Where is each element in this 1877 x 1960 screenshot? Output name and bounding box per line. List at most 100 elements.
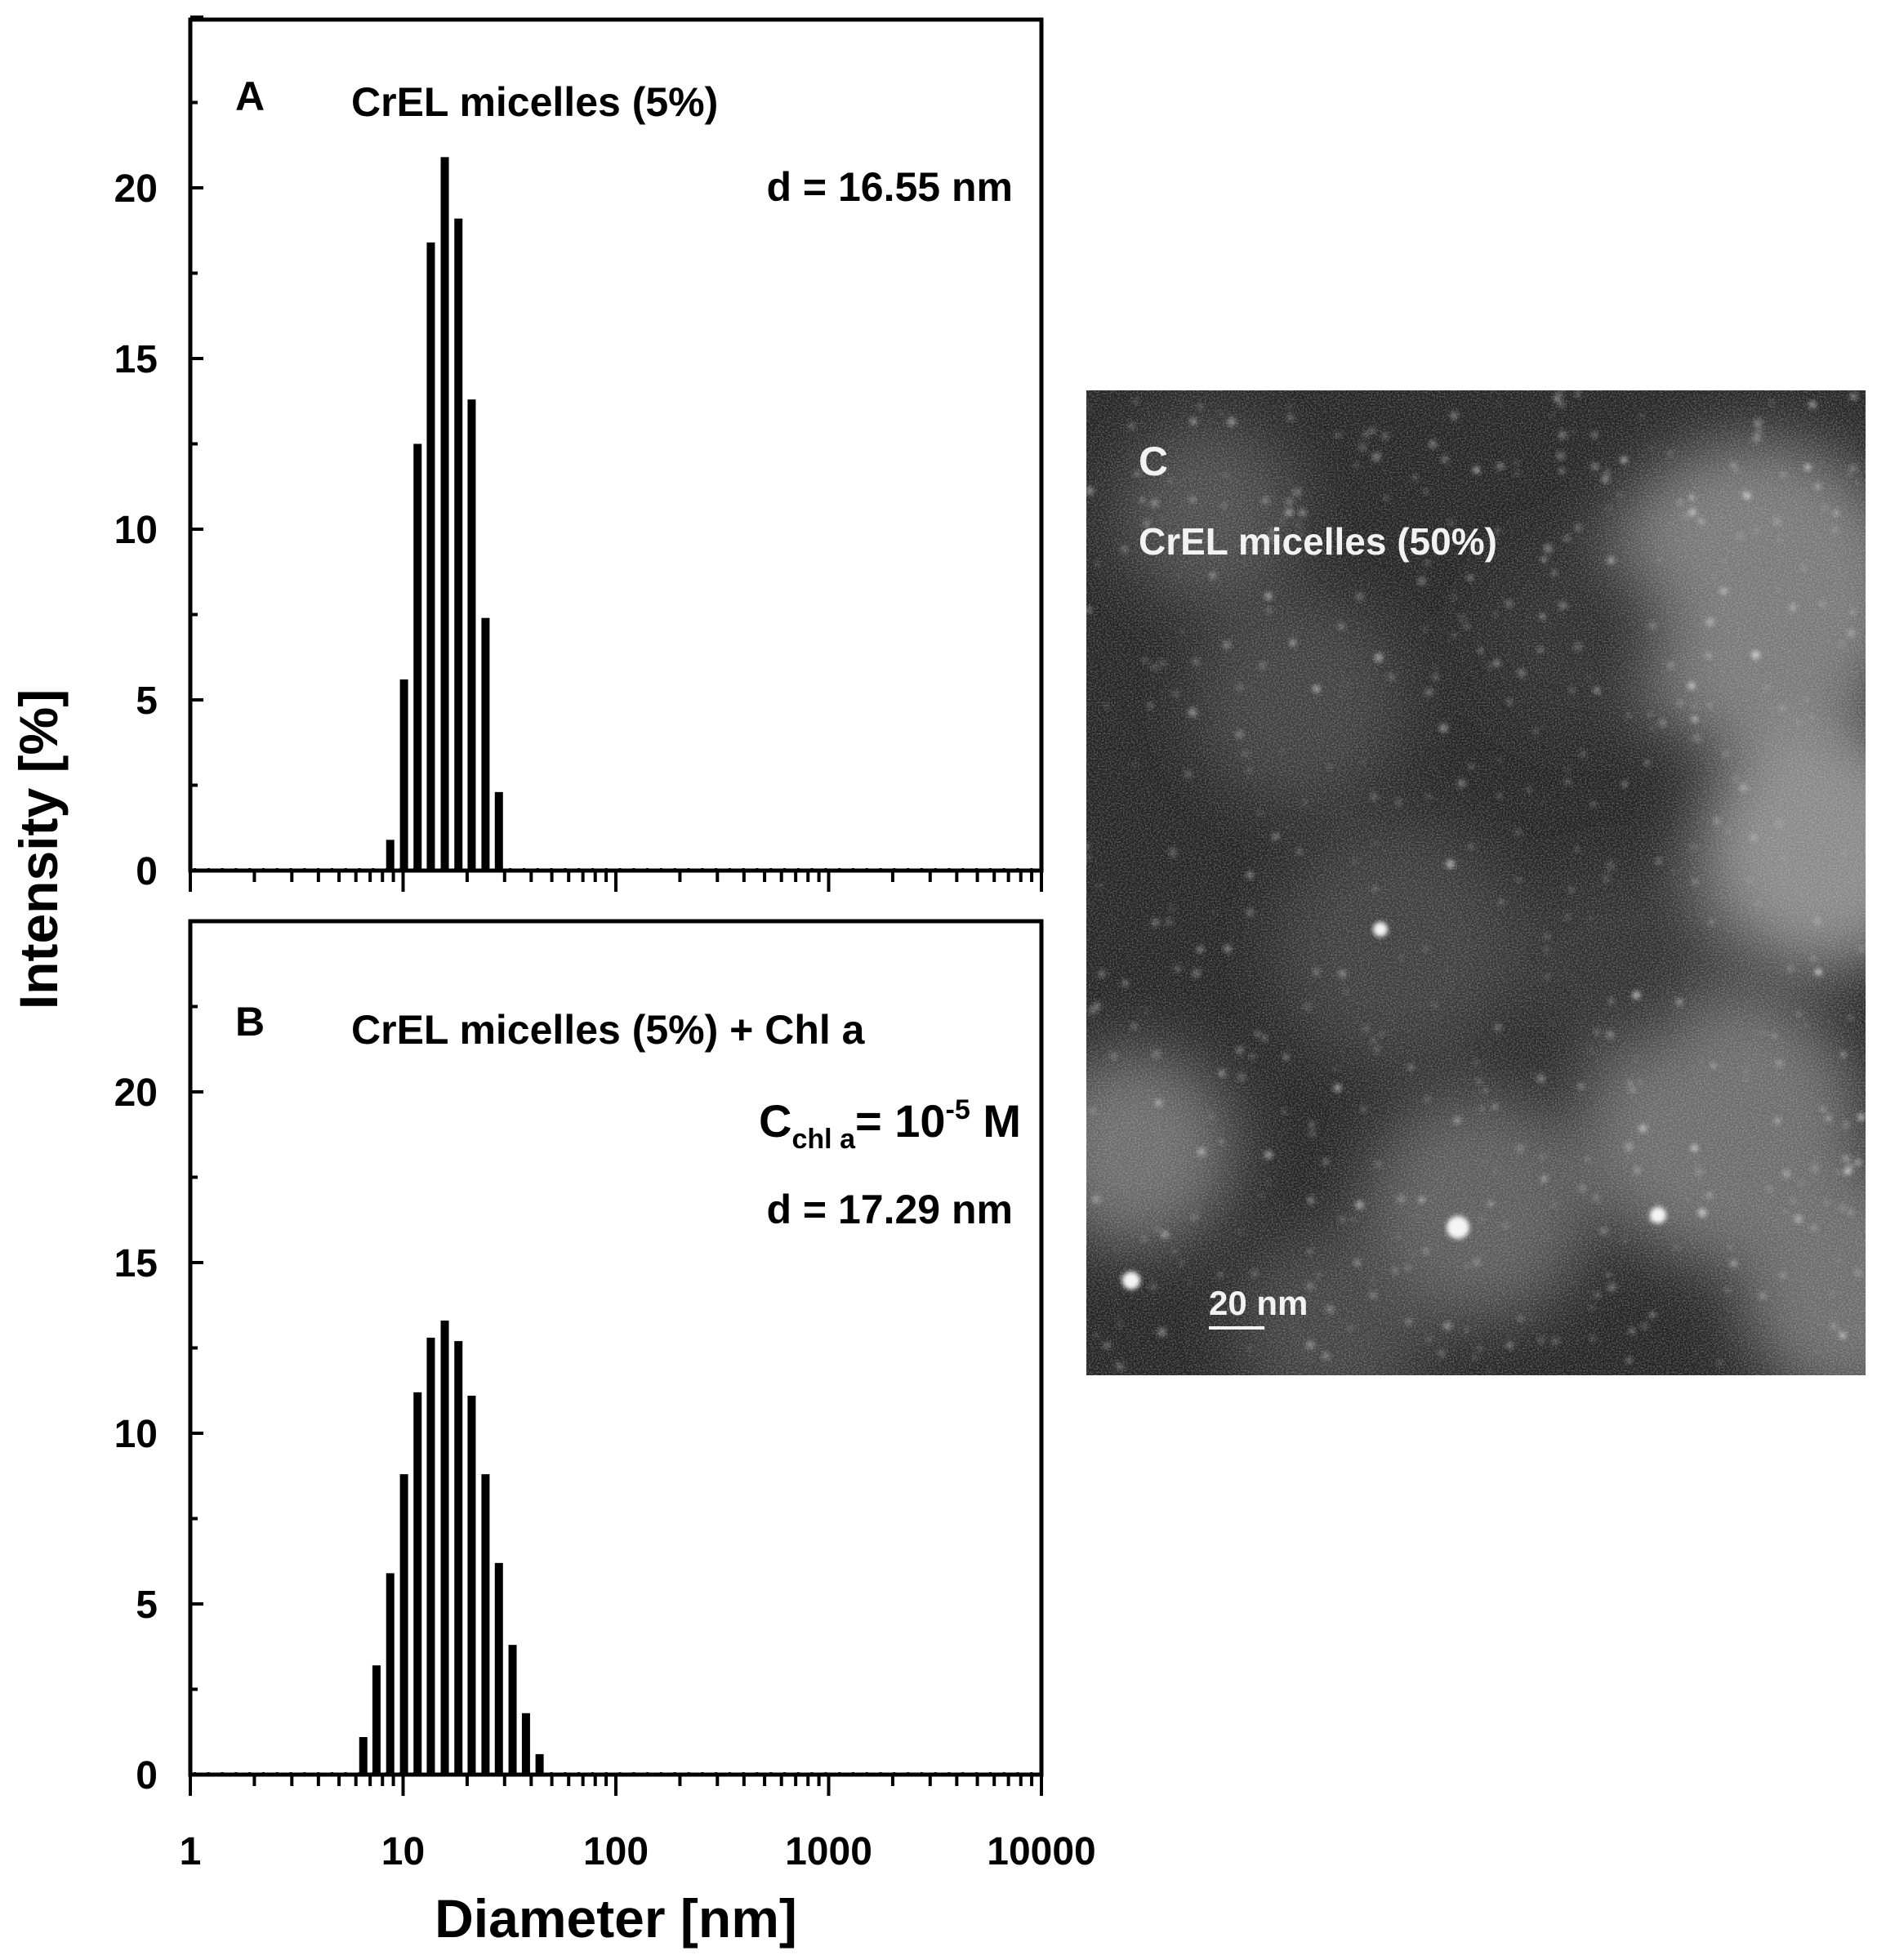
tem-particle [1219, 1070, 1226, 1077]
tem-particle [1826, 730, 1832, 737]
tem-particle [1656, 1202, 1660, 1205]
panel-a-axes: 0 5 10 15 20 [114, 16, 1043, 893]
tem-particle [1197, 403, 1204, 410]
tem-particle [1259, 662, 1266, 670]
tem-particle [1688, 681, 1696, 690]
panel-a-diameter-annotation: d = 16.55 nm [766, 164, 1013, 210]
tem-particle [1861, 1140, 1866, 1145]
panel-b-title-text: CrEL micelles (5%) + Chl a [351, 1007, 866, 1053]
x-tick-label: 10 [381, 1830, 425, 1873]
tem-particle [1558, 467, 1565, 474]
tem-particle [1188, 707, 1197, 717]
tem-particle [1847, 1162, 1856, 1170]
tem-particle [1544, 1152, 1549, 1157]
tem-particle [1657, 557, 1662, 563]
panel-b-axes: 0 5 10 15 20 [114, 920, 1043, 1797]
tem-particle [1837, 1258, 1843, 1264]
tem-particle [1688, 508, 1696, 516]
tem-particle [1086, 607, 1092, 613]
tem-particle [1543, 947, 1550, 954]
tem-particle [1450, 411, 1459, 420]
tem-particle [1355, 1200, 1364, 1209]
tem-particle [1638, 1124, 1647, 1133]
tem-particle [1371, 452, 1381, 461]
tem-particle [1658, 719, 1667, 727]
tem-particle [1482, 1088, 1487, 1094]
tem-particle [1680, 610, 1685, 615]
x-tick-label: 10000 [987, 1830, 1095, 1873]
tem-particle [1801, 565, 1806, 570]
tem-particle [1856, 480, 1859, 484]
tem-particle [1289, 639, 1297, 647]
tem-particle [1627, 1080, 1632, 1085]
tem-particle [1317, 1272, 1322, 1277]
tem-particle [1103, 1342, 1111, 1349]
tem-particle [1369, 1290, 1378, 1299]
tem-particle [1506, 698, 1513, 705]
tem-particle [1475, 1077, 1482, 1085]
tem-particle [1720, 587, 1728, 595]
conc-equals: = 10 [855, 1095, 946, 1147]
tem-particle [1730, 462, 1737, 468]
tem-particle [1336, 621, 1345, 630]
tem-particle [1478, 648, 1484, 653]
bar [467, 1396, 476, 1775]
tem-particle [1668, 451, 1673, 456]
tem-particle [1444, 969, 1447, 972]
tem-particle [1419, 1196, 1425, 1203]
tem-particle [1730, 1334, 1733, 1337]
tem-particle [1608, 998, 1615, 1004]
tem-particle [1795, 719, 1800, 724]
tem-particle [1370, 1276, 1376, 1283]
tem-particle [1828, 719, 1831, 722]
y-tick-label: 15 [114, 1242, 158, 1285]
tem-particle [1774, 818, 1784, 827]
tem-particle [1493, 612, 1499, 617]
tem-particle [1711, 1063, 1716, 1068]
tem-particle [1241, 750, 1250, 758]
tem-particle [1776, 728, 1779, 732]
tem-particle [1437, 1349, 1446, 1358]
tem-particle [1139, 497, 1146, 504]
tem-particle [1763, 684, 1770, 691]
tem-particle [1779, 1272, 1787, 1280]
tem-particle [1699, 1060, 1703, 1063]
tem-particle [1854, 1268, 1862, 1276]
tem-particle [1755, 900, 1762, 906]
tem-particle [1247, 1347, 1252, 1351]
tem-particle [1451, 594, 1459, 602]
tem-particle [1591, 1193, 1601, 1203]
tem-particle [1830, 1292, 1834, 1296]
tem-particle [1235, 1045, 1244, 1055]
tem-particle [1795, 733, 1799, 737]
tem-particle [1228, 1305, 1235, 1312]
tem-particle [1369, 792, 1378, 801]
tem-particle [1814, 1157, 1817, 1161]
bar [454, 1341, 463, 1775]
tem-particle [1134, 470, 1141, 477]
tem-particle [1575, 390, 1581, 397]
tem-particle [1286, 498, 1293, 506]
tem-particle [1842, 1121, 1850, 1129]
tem-particle [1221, 501, 1228, 509]
scale-bar-label: 20 nm [1209, 1284, 1309, 1322]
bar [399, 679, 408, 871]
tem-particle [1487, 1370, 1491, 1373]
tem-particle [1648, 712, 1652, 716]
tem-particle [1165, 917, 1174, 926]
tem-particle [1426, 794, 1431, 800]
tem-particle [1502, 1222, 1509, 1229]
tem-particle [1422, 1246, 1430, 1255]
tem-particle [1338, 969, 1347, 978]
tem-particle [1553, 1203, 1557, 1207]
tem-particle [1755, 1030, 1760, 1035]
y-tick-label: 0 [136, 850, 158, 893]
tem-particle [1264, 1151, 1273, 1160]
tem-particle [1850, 875, 1856, 881]
y-tick-label: 10 [114, 509, 158, 552]
tem-particle [1491, 1103, 1498, 1110]
tem-particle [1589, 1048, 1594, 1052]
tem-particle [1227, 417, 1237, 426]
tem-particle [1606, 1031, 1614, 1039]
bar [494, 791, 503, 871]
